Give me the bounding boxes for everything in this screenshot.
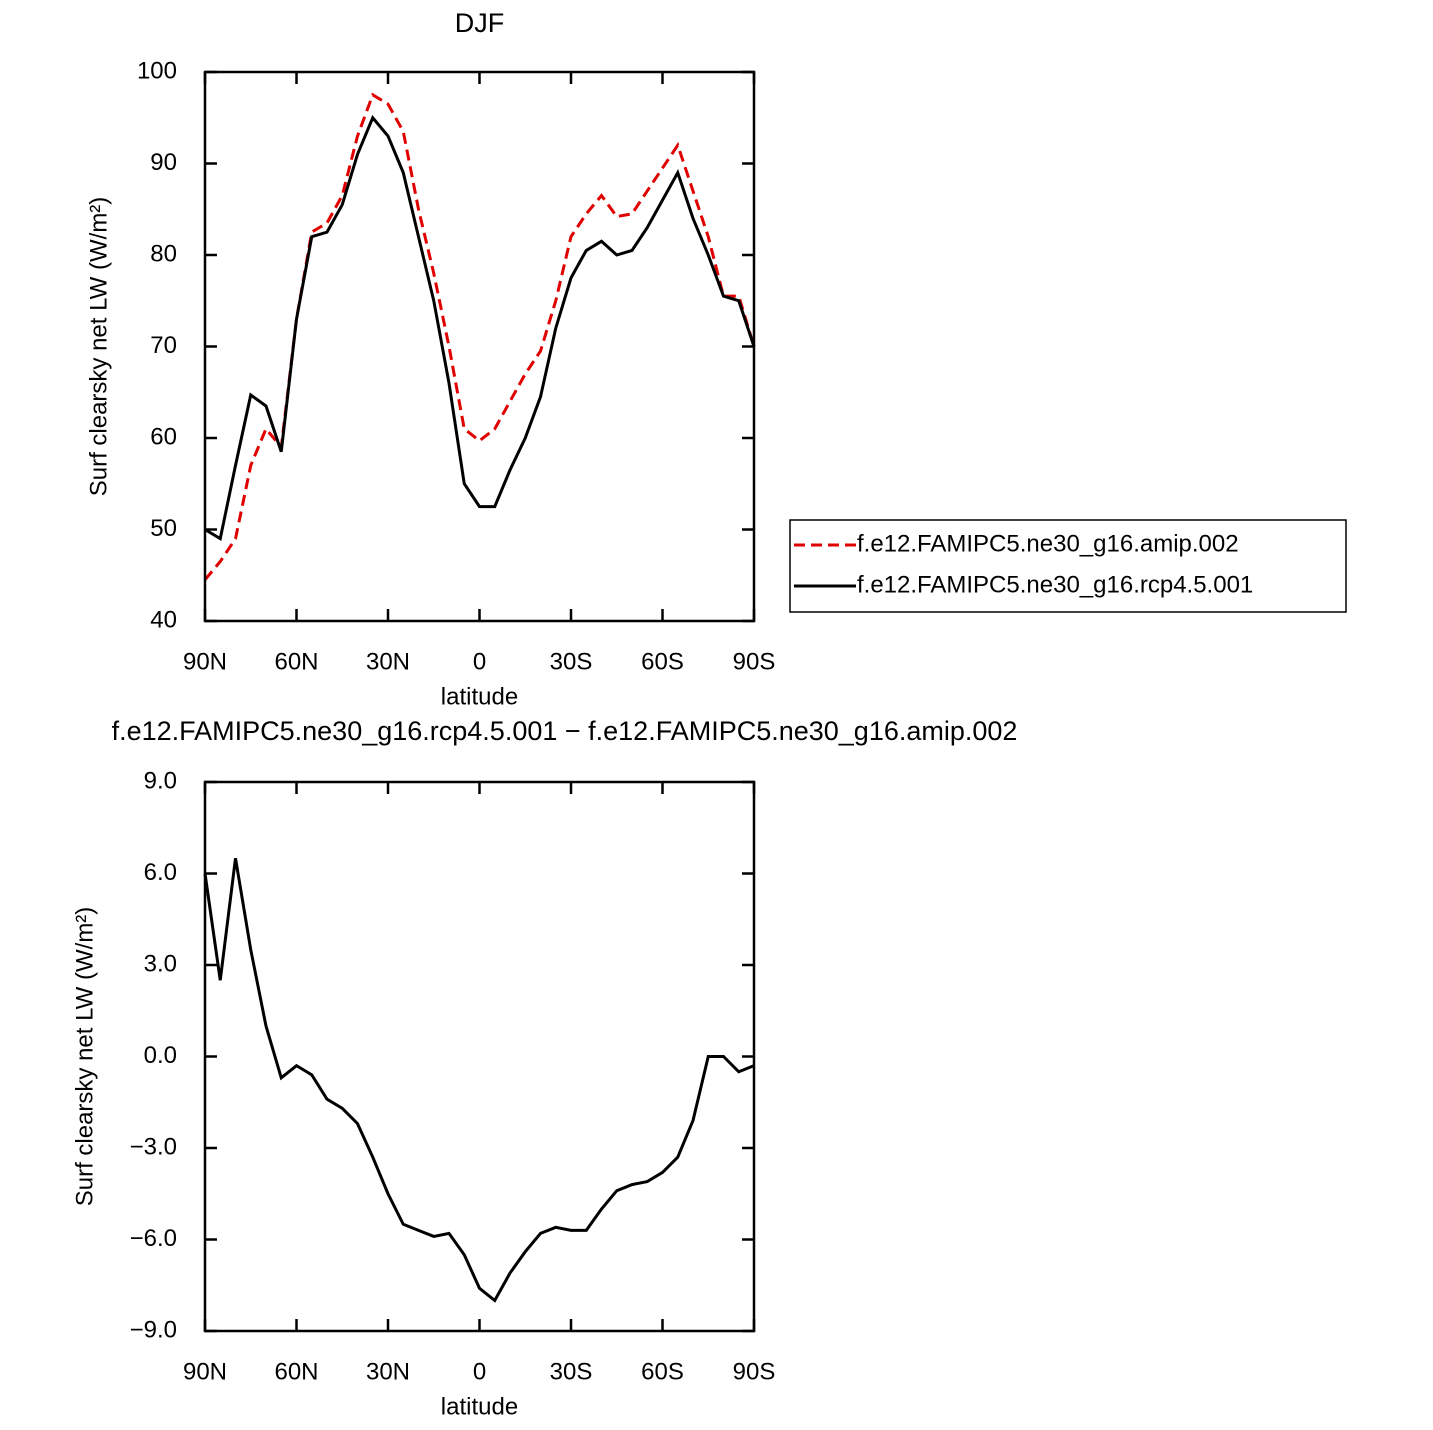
y-tick-label: −6.0	[130, 1225, 177, 1252]
x-tick-label: 60N	[274, 648, 318, 675]
x-tick-label: 90S	[733, 1358, 776, 1385]
y-tick-label: −3.0	[130, 1133, 177, 1160]
y-tick-label: 70	[150, 332, 177, 359]
x-tick-label: 90N	[183, 1358, 227, 1385]
data-line	[203, 92, 756, 581]
y-tick-label: 80	[150, 240, 177, 267]
y-axis-label: Surf clearsky net LW (W/m²)	[71, 907, 98, 1207]
y-tick-label: 50	[150, 515, 177, 542]
y-tick-label: 0.0	[144, 1042, 177, 1069]
x-tick-label: 60S	[641, 1358, 684, 1385]
data-line	[203, 858, 755, 1303]
y-tick-label: 3.0	[144, 950, 177, 977]
data-line	[204, 114, 756, 542]
x-tick-label: 30N	[366, 648, 410, 675]
y-tick-label: 100	[137, 57, 177, 84]
x-tick-label: 30N	[366, 1358, 410, 1385]
x-tick-label: 0	[473, 1358, 486, 1385]
x-tick-label: 60S	[641, 648, 684, 675]
chart-title: DJF	[455, 8, 505, 38]
x-tick-label: 30S	[550, 1358, 593, 1385]
x-tick-label: 90S	[733, 648, 776, 675]
x-tick-label: 90N	[183, 648, 227, 675]
legend-label: f.e12.FAMIPC5.ne30_g16.amip.002	[857, 530, 1239, 557]
y-tick-label: 9.0	[144, 767, 177, 794]
y-tick-label: 60	[150, 423, 177, 450]
y-axis-label: Surf clearsky net LW (W/m²)	[85, 197, 112, 497]
y-tick-label: 40	[150, 606, 177, 633]
chart-title: f.e12.FAMIPC5.ne30_g16.rcp4.5.001 − f.e1…	[112, 716, 1018, 746]
x-axis-label: latitude	[441, 683, 518, 710]
legend-box	[789, 519, 1347, 613]
legend-label: f.e12.FAMIPC5.ne30_g16.rcp4.5.001	[857, 571, 1253, 598]
plot-frame	[203, 70, 756, 623]
x-tick-label: 60N	[274, 1358, 318, 1385]
x-tick-label: 0	[473, 648, 486, 675]
x-tick-label: 30S	[550, 648, 593, 675]
plot-frame	[203, 780, 756, 1333]
y-tick-label: 6.0	[144, 859, 177, 886]
y-tick-label: −9.0	[130, 1316, 177, 1343]
x-axis-label: latitude	[441, 1393, 518, 1420]
y-tick-label: 90	[150, 149, 177, 176]
